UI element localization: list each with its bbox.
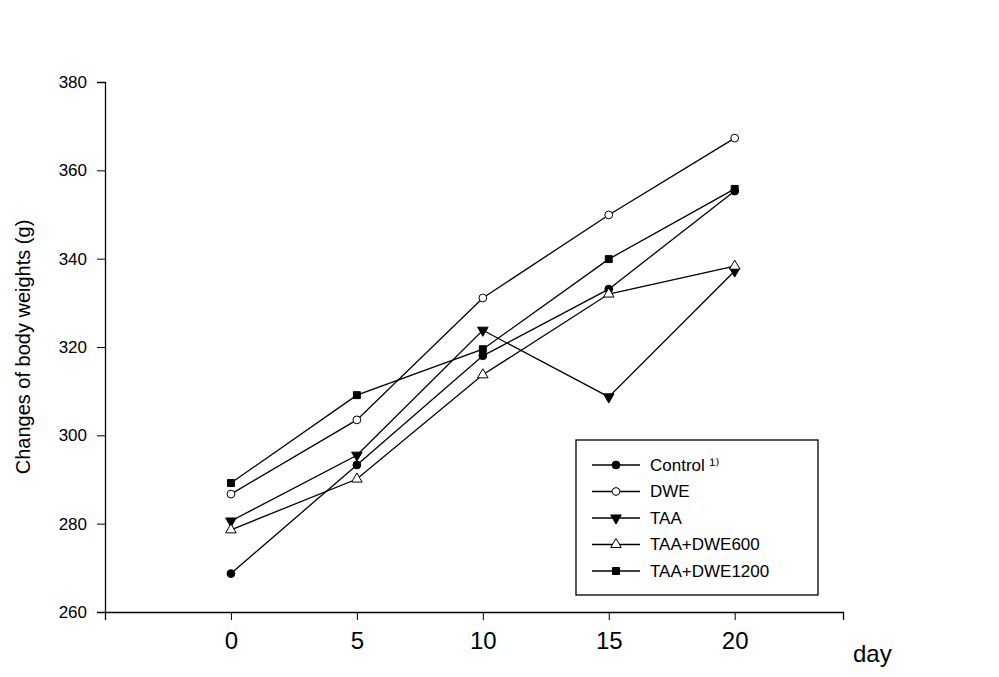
data-point [227, 480, 234, 487]
x-axis: 0 5 10 15 20 [106, 612, 844, 654]
data-point [605, 211, 613, 219]
data-layer [226, 134, 740, 577]
legend-label: TAA+DWE1200 [650, 562, 769, 581]
data-point [731, 134, 739, 142]
legend-marker [612, 461, 620, 469]
data-point [729, 260, 740, 269]
legend-label: TAA [650, 509, 682, 528]
legend-box [576, 440, 818, 595]
y-tick-label: 380 [59, 73, 87, 92]
y-tick-label: 320 [59, 338, 87, 357]
legend-label: TAA+DWE600 [650, 535, 760, 554]
data-point [227, 490, 235, 498]
data-point [352, 473, 363, 482]
y-tick-label: 260 [59, 603, 87, 622]
x-tick-mark [357, 612, 358, 620]
x-tick-label: 0 [225, 627, 238, 654]
legend-entry: TAA+DWE1200 [592, 562, 769, 581]
y-tick-mark [97, 612, 105, 613]
y-tick-mark [97, 170, 105, 171]
series-line [231, 271, 735, 521]
data-point [227, 570, 235, 578]
x-axis-title: day [853, 640, 892, 667]
y-tick-mark [97, 82, 105, 83]
data-point [478, 369, 489, 378]
x-tick-mark [483, 612, 484, 620]
y-tick-mark [97, 347, 105, 348]
y-tick-label: 360 [59, 161, 87, 180]
x-axis-line [106, 613, 844, 621]
x-tick-label: 20 [722, 627, 749, 654]
legend-marker [612, 488, 620, 496]
x-tick-label: 15 [596, 627, 623, 654]
legend-label: DWE [650, 482, 690, 501]
series-line [231, 191, 735, 573]
x-tick: 10 [470, 612, 497, 654]
y-tick-mark [97, 524, 105, 525]
y-axis-line [97, 83, 106, 613]
data-point [603, 394, 614, 403]
y-tick-mark [97, 259, 105, 260]
y-tick-label: 280 [59, 515, 87, 534]
data-point [479, 294, 487, 302]
legend-marker [611, 515, 622, 524]
y-tick: 260 [59, 603, 105, 622]
data-point [731, 185, 738, 192]
x-tick-mark [735, 612, 736, 620]
y-axis: 260 280 300 320 340 360 380 [59, 73, 106, 622]
y-tick: 300 [59, 426, 105, 445]
plot-area: 0 5 10 15 20 260 280 300 320 340 360 380 [59, 73, 844, 654]
x-tick-label: 10 [470, 627, 497, 654]
legend-entry: DWE [592, 482, 690, 501]
legend-marker [613, 568, 620, 575]
x-tick: 20 [722, 612, 749, 654]
x-tick: 5 [351, 612, 364, 654]
chart: 0 5 10 15 20 260 280 300 320 340 360 380 day Changes … [0, 0, 999, 677]
y-tick-label: 300 [59, 426, 87, 445]
data-point [353, 392, 360, 399]
data-point [353, 416, 361, 424]
x-tick: 0 [225, 612, 238, 654]
x-tick-label: 5 [351, 627, 364, 654]
legend: Control ¹⁾ DWE TAA TAA+DWE600 TAA+DWE1200 [576, 440, 818, 595]
x-tick: 15 [596, 612, 623, 654]
legend-marker [611, 538, 622, 547]
data-point [226, 524, 237, 533]
series-line [231, 266, 735, 530]
y-tick-label: 340 [59, 250, 87, 269]
x-tick-mark [231, 612, 232, 620]
y-tick: 360 [59, 161, 105, 180]
legend-entry: TAA [592, 509, 682, 528]
series-line [231, 189, 735, 483]
data-point [603, 288, 614, 297]
x-tick-mark [609, 612, 610, 620]
y-tick-mark [97, 435, 105, 436]
y-tick: 280 [59, 515, 105, 534]
y-tick: 380 [59, 73, 105, 92]
data-point [605, 256, 612, 263]
legend-entry: Control ¹⁾ [592, 456, 719, 475]
data-point [352, 452, 363, 461]
data-point [479, 346, 486, 353]
legend-entry: TAA+DWE600 [592, 535, 760, 554]
legend-label: Control ¹⁾ [650, 456, 719, 475]
y-tick: 320 [59, 338, 105, 357]
y-axis-title: Changes of body weights (g) [12, 220, 34, 475]
data-point [478, 327, 489, 336]
y-tick: 340 [59, 250, 105, 269]
